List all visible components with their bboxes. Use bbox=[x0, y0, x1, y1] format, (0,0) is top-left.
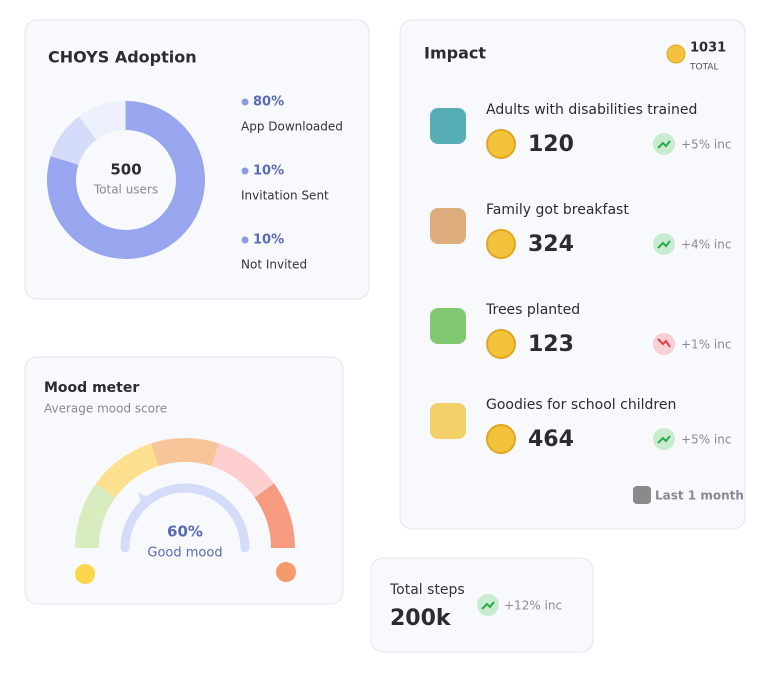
legend-label: App Downloaded bbox=[241, 120, 343, 134]
period: Last 1 month bbox=[655, 489, 744, 503]
gauge-segment bbox=[75, 483, 116, 549]
gauge-segment bbox=[150, 438, 220, 467]
legend-dot bbox=[241, 236, 249, 244]
impact-list: Adults with disabilities trained 120 +5% i… bbox=[430, 102, 731, 454]
impact-title: Impact bbox=[424, 44, 486, 63]
clock-icon bbox=[633, 486, 651, 504]
item-icon bbox=[430, 108, 466, 144]
coin-icon bbox=[486, 129, 516, 159]
gauge-segment bbox=[254, 483, 295, 549]
mood-card bbox=[24, 356, 344, 605]
item-change: +4% inc bbox=[681, 238, 731, 252]
item-icon bbox=[430, 208, 466, 244]
gauge-segment bbox=[211, 443, 275, 498]
item-value: 324 bbox=[528, 232, 574, 257]
legend-label: Invitation Sent bbox=[241, 189, 329, 203]
steps-change: +12% inc bbox=[504, 599, 562, 613]
legend-dot bbox=[241, 167, 249, 175]
coin-icon bbox=[486, 229, 516, 259]
gauge-inner bbox=[120, 483, 250, 553]
coin-icon bbox=[486, 329, 516, 359]
legend-label: Not Invited bbox=[241, 258, 307, 272]
legend-value: 80% bbox=[253, 95, 284, 110]
steps-value: 200k bbox=[390, 606, 452, 631]
item-name: Family got breakfast bbox=[486, 202, 629, 218]
mood-subtitle: Average mood score bbox=[44, 402, 167, 416]
item-value: 123 bbox=[528, 332, 574, 357]
impact-total: 1031 bbox=[690, 41, 726, 56]
item-change: +1% inc bbox=[681, 338, 731, 352]
mood-score: 60% bbox=[167, 523, 203, 541]
trend-arrow bbox=[657, 140, 671, 149]
total-users-label: Total users bbox=[93, 183, 158, 197]
legend: 80% App Downloaded 10% Invitation Sent 10% No… bbox=[241, 95, 343, 272]
item-icon bbox=[430, 403, 466, 439]
donut bbox=[47, 101, 205, 259]
item-value: 120 bbox=[528, 132, 574, 157]
legend-value: 10% bbox=[253, 164, 284, 179]
legend-dot bbox=[241, 98, 249, 106]
gauge bbox=[75, 438, 295, 549]
gauge-pointer bbox=[138, 492, 152, 508]
happy-emoji bbox=[75, 564, 95, 584]
item-value: 464 bbox=[528, 427, 574, 452]
coin-icon bbox=[486, 424, 516, 454]
legend-value: 10% bbox=[253, 233, 284, 248]
mood-label: Good mood bbox=[147, 546, 222, 561]
donut-hole bbox=[76, 130, 176, 230]
item-icon bbox=[430, 308, 466, 344]
trend-arrow bbox=[657, 435, 671, 444]
trend-arrow bbox=[481, 601, 495, 610]
item-change: +5% inc bbox=[681, 433, 731, 447]
donut-segment bbox=[47, 101, 205, 259]
total-users: 500 bbox=[110, 161, 141, 179]
coin-icon bbox=[666, 44, 686, 64]
mood-title: Mood meter bbox=[44, 380, 139, 396]
impact-total-label: TOTAL bbox=[689, 63, 719, 73]
trend-arrow bbox=[657, 240, 671, 249]
sad-emoji bbox=[276, 562, 296, 582]
item-name: Adults with disabilities trained bbox=[486, 102, 697, 118]
impact-card bbox=[399, 19, 746, 530]
item-change: +5% inc bbox=[681, 138, 731, 152]
trend-arrow bbox=[657, 338, 671, 348]
item-name: Trees planted bbox=[485, 302, 580, 318]
gauge-segment bbox=[95, 443, 159, 498]
item-name: Goodies for school children bbox=[486, 397, 676, 413]
steps-title: Total steps bbox=[389, 582, 465, 598]
adoption-title: CHOYS Adoption bbox=[48, 48, 197, 67]
